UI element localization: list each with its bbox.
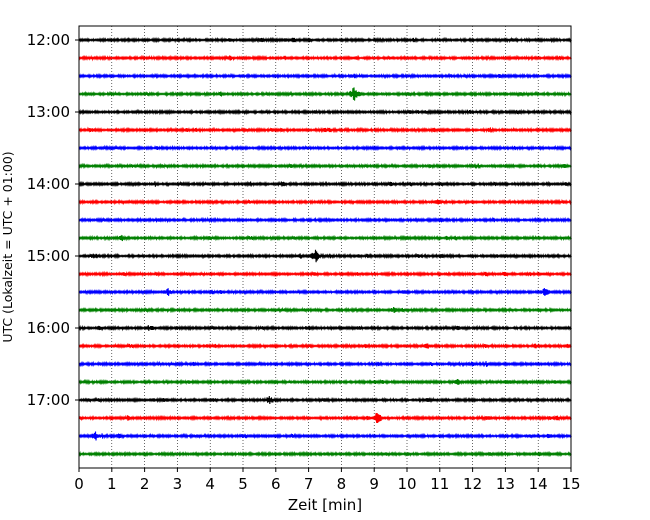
plot-frame: [78, 25, 572, 469]
seismic-trace: [78, 126, 572, 134]
seismic-trace: [78, 180, 572, 188]
x-tick-label: 13: [496, 475, 515, 493]
y-tick-label: 16:00: [27, 319, 70, 337]
x-tick-label: 7: [304, 475, 314, 493]
x-tick-label: 14: [529, 475, 548, 493]
seismic-trace: [78, 249, 572, 263]
y-tick-label: 14:00: [27, 175, 70, 193]
y-axis: 12:00 13:00 14:00 15:00 16:00 17:00: [27, 31, 79, 409]
y-axis-label: UTC (Lokalzeit = UTC + 01:00): [0, 151, 15, 342]
x-tick-label: 5: [238, 475, 248, 493]
y-tick-label: 17:00: [27, 391, 70, 409]
seismic-trace: [78, 144, 572, 152]
x-tick-label: 6: [271, 475, 281, 493]
seismic-trace: [78, 87, 572, 101]
seismic-trace: [78, 342, 572, 350]
seismic-trace: [78, 108, 572, 116]
y-tick-label: 13:00: [27, 103, 70, 121]
seismic-trace: [78, 450, 572, 458]
y-tick-label: 12:00: [27, 31, 70, 49]
seismic-trace: [78, 72, 572, 80]
x-tick-label: 15: [561, 475, 580, 493]
seismic-trace: [78, 54, 572, 62]
x-axis-label: Zeit [min]: [288, 496, 362, 514]
seismic-trace: [78, 324, 572, 332]
trace-group: [78, 36, 572, 458]
seismic-trace: [78, 234, 572, 242]
x-tick-label: 2: [140, 475, 150, 493]
x-tick-label: 11: [430, 475, 449, 493]
seismic-trace: [78, 198, 572, 206]
seismic-trace: [78, 395, 572, 405]
x-tick-label: 4: [205, 475, 215, 493]
x-tick-label: 0: [74, 475, 84, 493]
x-axis: 0 1 2 3 4 5 6 7 8 9 10 11 12 13 14 15: [74, 468, 581, 493]
x-tick-label: 8: [337, 475, 347, 493]
seismic-trace: [78, 36, 572, 44]
seismic-trace: [78, 360, 572, 368]
x-tick-label: 3: [173, 475, 183, 493]
x-tick-label: 1: [107, 475, 117, 493]
seismic-trace: [78, 216, 572, 224]
x-tick-label: 12: [463, 475, 482, 493]
x-tick-label: 9: [369, 475, 379, 493]
seismic-trace: [78, 412, 572, 424]
seismic-trace: [78, 431, 572, 441]
seismic-trace: [78, 306, 572, 314]
y-tick-label: 15:00: [27, 247, 70, 265]
seismic-trace: [78, 270, 572, 278]
seismic-trace: [78, 162, 572, 170]
seismic-trace: [78, 378, 572, 386]
x-tick-label: 10: [397, 475, 416, 493]
seismic-trace: [78, 287, 572, 297]
